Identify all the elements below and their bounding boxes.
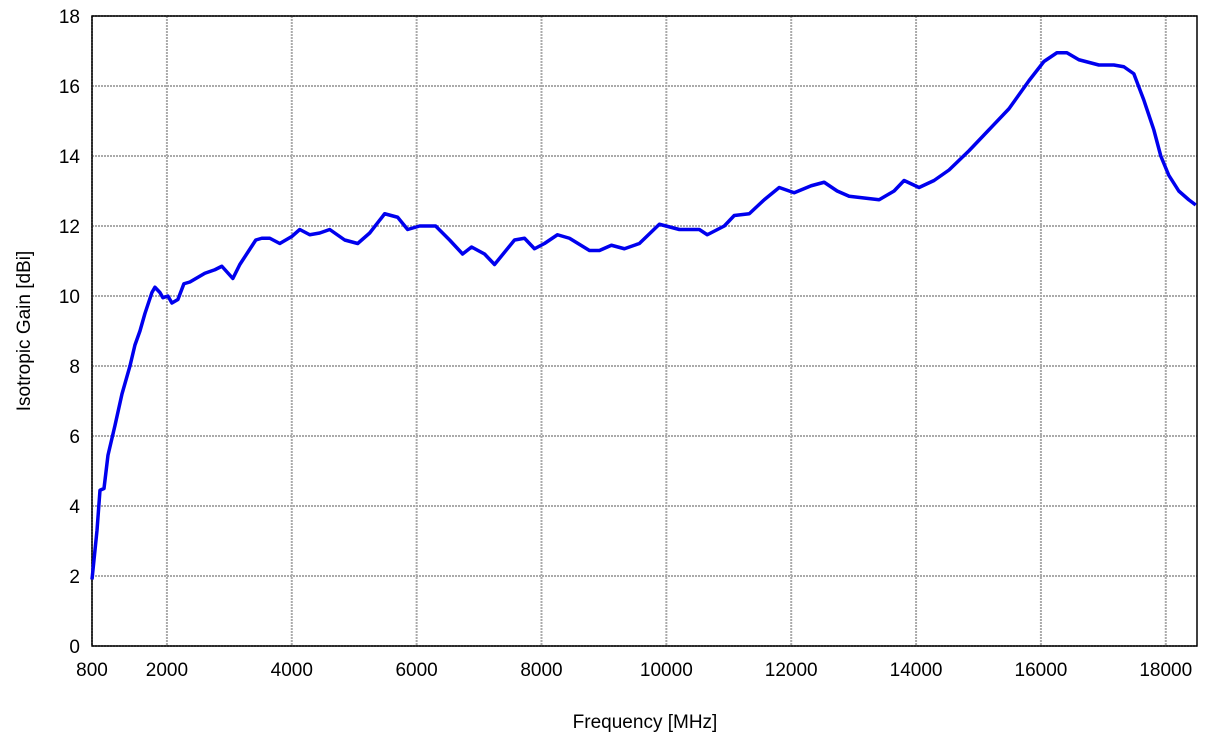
y-axis-label: Isotropic Gain [dBi] <box>14 251 35 412</box>
x-tick-label: 12000 <box>765 660 818 681</box>
y-tick-label: 8 <box>69 357 80 378</box>
x-tick-label: 2000 <box>146 660 188 681</box>
y-tick-label: 2 <box>69 567 80 588</box>
y-tick-label: 18 <box>59 7 80 28</box>
y-tick-label: 14 <box>59 147 81 168</box>
y-tick-label: 0 <box>69 637 80 658</box>
x-tick-label: 16000 <box>1015 660 1068 681</box>
x-tick-label: 8000 <box>520 660 562 681</box>
data-line <box>90 51 1197 580</box>
x-tick-label: 18000 <box>1139 660 1192 681</box>
y-tick-label: 16 <box>59 77 80 98</box>
y-tick-label: 6 <box>69 427 80 448</box>
x-axis-label: Frequency [MHz] <box>573 712 718 733</box>
x-tick-label: 10000 <box>640 660 693 681</box>
x-tick-label: 6000 <box>395 660 437 681</box>
plot-frame <box>91 15 1198 647</box>
y-tick-label: 10 <box>59 287 80 308</box>
y-tick-label: 12 <box>59 217 80 238</box>
y-tick-label: 4 <box>69 497 80 518</box>
x-tick-label: 800 <box>76 660 108 681</box>
x-tick-label: 14000 <box>890 660 943 681</box>
x-tick-label: 4000 <box>271 660 313 681</box>
